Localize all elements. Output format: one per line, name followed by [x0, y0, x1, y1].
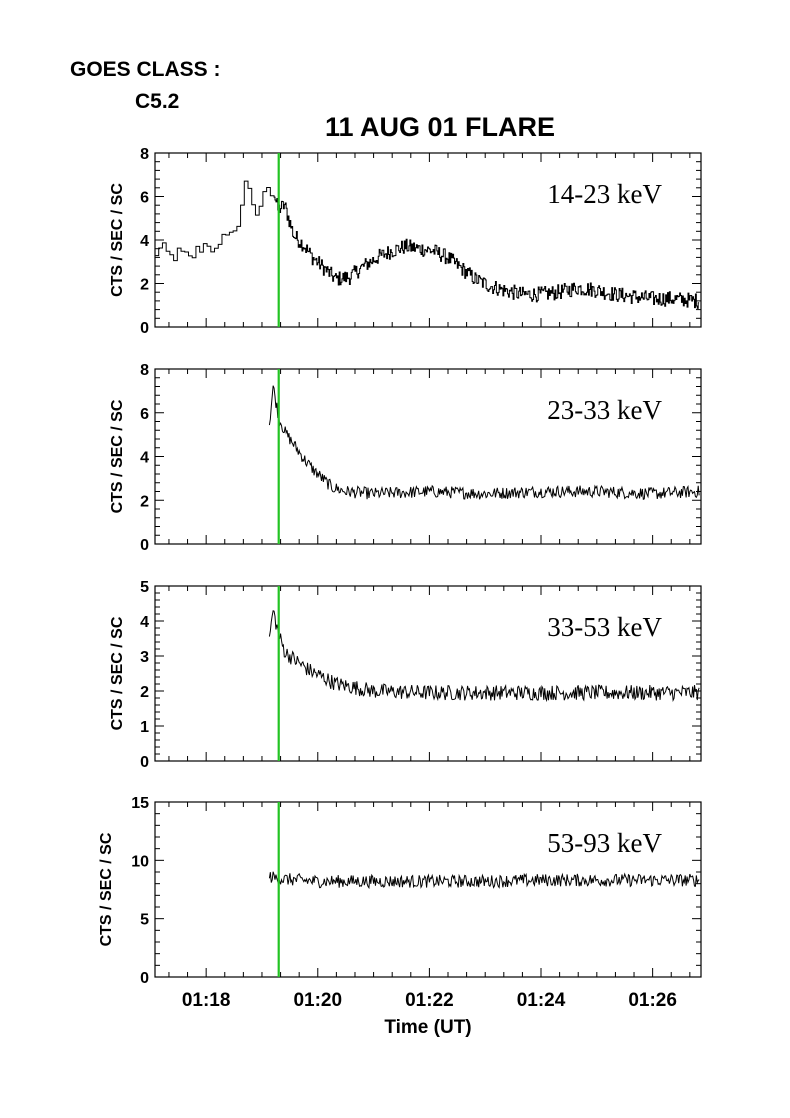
y-tick-label: 4 — [140, 614, 149, 631]
y-tick-label: 0 — [140, 754, 149, 771]
x-axis-title: Time (UT) — [384, 1017, 471, 1038]
x-tick-label: 01:26 — [628, 990, 677, 1011]
y-tick-label: 3 — [140, 649, 149, 666]
light-curve-trace — [268, 610, 700, 703]
y-axis-title: CTS / SEC / SC — [109, 183, 126, 297]
y-tick-label: 4 — [140, 233, 149, 250]
y-tick-label: 5 — [140, 579, 149, 596]
y-axis-title: CTS / SEC / SC — [109, 399, 126, 513]
goes-class-value: C5.2 — [135, 90, 180, 113]
plot-frame — [154, 585, 702, 762]
light-curve-trace — [154, 180, 700, 309]
light-curve-trace — [268, 385, 700, 500]
plot-frame — [154, 801, 702, 978]
y-tick-label: 1 — [140, 719, 149, 736]
y-tick-label: 0 — [140, 320, 149, 337]
y-tick-label: 8 — [140, 362, 149, 379]
goes-class-label: GOES CLASS : — [70, 58, 221, 81]
panel-1: 0 2 4 6 8 CTS / SEC / SC 14-23 keV — [109, 146, 702, 337]
y-tick-label: 10 — [131, 853, 149, 870]
x-tick-label: 01:22 — [405, 990, 454, 1011]
y-tick-label: 8 — [140, 146, 149, 163]
y-tick-label: 0 — [140, 970, 149, 987]
y-tick-label: 5 — [140, 912, 149, 929]
y-tick-label: 0 — [140, 537, 149, 554]
panel-4: 0 5 10 15 CTS / SEC / SC 53-93 keV — [98, 795, 702, 987]
y-axis-title: CTS / SEC / SC — [109, 616, 126, 730]
panel-3: 0 1 2 3 4 5 CTS / SEC / SC 33-53 keV — [109, 579, 702, 771]
x-tick-label: 01:18 — [182, 990, 231, 1011]
energy-band-label: 33-53 keV — [547, 612, 662, 642]
x-tick-label: 01:20 — [293, 990, 342, 1011]
x-tick-label: 01:24 — [517, 990, 566, 1011]
energy-band-label: 14-23 keV — [547, 179, 662, 209]
energy-band-label: 23-33 keV — [547, 395, 662, 425]
y-tick-label: 2 — [140, 684, 149, 701]
y-tick-label: 6 — [140, 190, 149, 207]
y-tick-label: 6 — [140, 406, 149, 423]
panel-2: 0 2 4 6 8 CTS / SEC / SC 23-33 keV — [109, 362, 702, 554]
y-tick-label: 2 — [140, 277, 149, 294]
energy-band-label: 53-93 keV — [547, 828, 662, 858]
y-tick-label: 15 — [131, 795, 149, 812]
y-tick-label: 4 — [140, 450, 149, 467]
light-curve-trace — [268, 871, 700, 890]
y-axis-title: CTS / SEC / SC — [98, 832, 115, 946]
figure-title: 11 AUG 01 FLARE — [324, 112, 556, 142]
y-tick-label: 2 — [140, 493, 149, 510]
